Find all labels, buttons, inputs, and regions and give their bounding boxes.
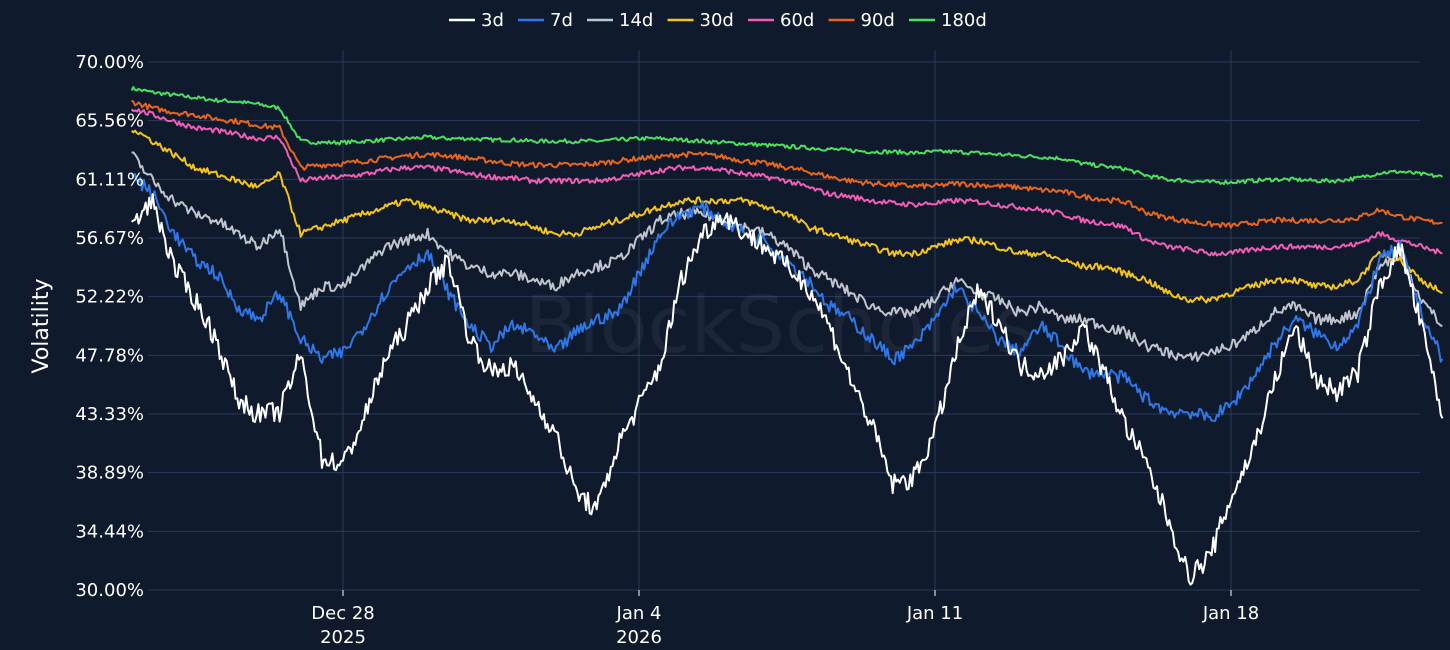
x-axis-ticks: Dec 28 2025 Jan 4 2026 Jan 11 Jan 18: [311, 590, 1259, 648]
y-axis-ticks: 30.00% 34.44% 38.89% 43.33% 47.78% 52.22% 56.6…: [75, 52, 144, 601]
y-tick-label: 47.78%: [75, 345, 144, 366]
legend-item-14d[interactable]: 14d: [587, 10, 653, 31]
legend-label: 180d: [941, 10, 987, 31]
y-tick-label: 34.44%: [75, 521, 144, 542]
legend[interactable]: 3d 7d 14d 30d 60d 90d 180d: [449, 10, 987, 31]
x-tick-label: Jan 18: [1202, 603, 1259, 624]
x-tick-label: Jan 11: [906, 603, 963, 624]
series-line-14d: [131, 151, 1443, 363]
y-tick-label: 65.56%: [75, 111, 144, 132]
x-tick-label: Dec 28: [311, 603, 374, 624]
watermark-text: BlockScholes: [525, 281, 1036, 371]
legend-label: 60d: [780, 10, 814, 31]
legend-label: 7d: [550, 10, 573, 31]
x-tick-label: Jan 4: [616, 603, 662, 624]
y-tick-label: 43.33%: [75, 404, 144, 425]
series-line-180d: [130, 86, 1443, 185]
y-tick-label: 52.22%: [75, 287, 144, 308]
legend-item-180d[interactable]: 180d: [909, 10, 987, 31]
x-tick-sublabel: 2025: [320, 627, 366, 648]
legend-label: 90d: [861, 10, 895, 31]
series-line-30d: [130, 129, 1443, 304]
y-tick-label: 61.11%: [75, 169, 144, 190]
y-tick-label: 56.67%: [75, 228, 144, 249]
y-tick-label: 70.00%: [75, 52, 144, 73]
legend-label: 14d: [619, 10, 653, 31]
legend-item-30d[interactable]: 30d: [667, 10, 734, 31]
series-line-60d: [130, 108, 1443, 257]
y-tick-label: 30.00%: [75, 580, 144, 601]
x-tick-sublabel: 2026: [616, 627, 662, 648]
legend-item-3d[interactable]: 3d: [449, 10, 504, 31]
legend-item-90d[interactable]: 90d: [828, 10, 895, 31]
legend-item-60d[interactable]: 60d: [748, 10, 814, 31]
series-line-90d: [131, 99, 1443, 229]
legend-label: 3d: [481, 10, 504, 31]
series-line-3d: [131, 193, 1444, 586]
y-axis-title: Volatility: [29, 278, 54, 373]
legend-item-7d[interactable]: 7d: [518, 10, 573, 31]
y-tick-label: 38.89%: [75, 463, 144, 484]
series-layer: [130, 86, 1444, 586]
legend-label: 30d: [700, 10, 734, 31]
series-line-7d: [130, 172, 1444, 422]
